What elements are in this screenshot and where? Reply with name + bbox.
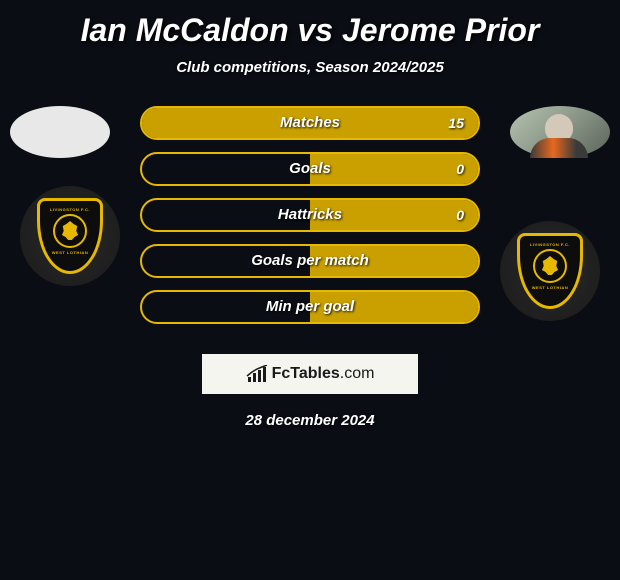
- stat-bar: Hattricks0: [140, 198, 480, 232]
- shield-icon: LIVINGSTON F.C. WEST LOTHIAN: [37, 198, 103, 274]
- stat-label: Matches: [142, 108, 478, 138]
- page-title: Ian McCaldon vs Jerome Prior: [0, 0, 620, 49]
- player2-club-crest: LIVINGSTON F.C. WEST LOTHIAN: [500, 221, 600, 321]
- stat-bar: Min per goal: [140, 290, 480, 324]
- stat-bar: Goals per match: [140, 244, 480, 278]
- player2-avatar: [510, 106, 610, 158]
- date-label: 28 december 2024: [0, 412, 620, 429]
- crest-bottom-text: WEST LOTHIAN: [532, 285, 568, 290]
- crest-bottom-text: WEST LOTHIAN: [52, 250, 88, 255]
- crest-top-text: LIVINGSTON F.C.: [50, 207, 90, 212]
- brand-text: FcTables.com: [272, 365, 375, 383]
- stat-label: Goals per match: [142, 246, 478, 276]
- stat-value: 15: [448, 108, 464, 138]
- stat-label: Min per goal: [142, 292, 478, 322]
- stat-value: 0: [456, 154, 464, 184]
- brand-chart-icon: [246, 365, 268, 383]
- shield-icon: LIVINGSTON F.C. WEST LOTHIAN: [517, 233, 583, 309]
- stat-bar: Goals0: [140, 152, 480, 186]
- stat-bar: Matches15: [140, 106, 480, 140]
- stat-label: Goals: [142, 154, 478, 184]
- player1-avatar: [10, 106, 110, 158]
- subtitle: Club competitions, Season 2024/2025: [0, 59, 620, 76]
- crest-top-text: LIVINGSTON F.C.: [530, 242, 570, 247]
- player1-club-crest: LIVINGSTON F.C. WEST LOTHIAN: [20, 186, 120, 286]
- brand-badge: FcTables.com: [202, 354, 418, 394]
- stat-label: Hattricks: [142, 200, 478, 230]
- stat-bars: Matches15Goals0Hattricks0Goals per match…: [140, 106, 480, 336]
- comparison-panel: LIVINGSTON F.C. WEST LOTHIAN LIVINGSTON …: [0, 106, 620, 346]
- stat-value: 0: [456, 200, 464, 230]
